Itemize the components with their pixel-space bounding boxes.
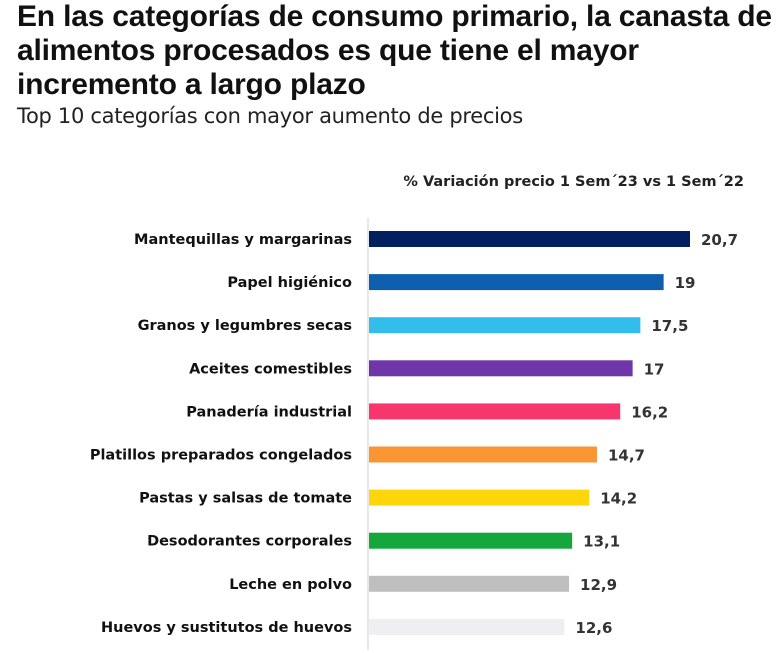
value-label: 16,2 — [631, 403, 668, 421]
category-label: Panadería industrial — [186, 404, 352, 420]
measure-label: % Variación precio 1 Sem´23 vs 1 Sem´22 — [403, 174, 744, 190]
value-label: 17,5 — [651, 317, 688, 335]
value-label: 14,2 — [600, 490, 637, 508]
category-label: Papel higiénico — [227, 275, 352, 291]
bar — [369, 618, 565, 635]
value-label: 12,6 — [575, 619, 612, 637]
value-label: 13,1 — [583, 533, 620, 551]
value-label: 14,7 — [608, 447, 645, 465]
category-label: Leche en polvo — [229, 577, 352, 593]
chart-title: En las categorías de consumo primario, l… — [17, 0, 772, 101]
category-label: Desodorantes corporales — [147, 534, 352, 550]
value-label: 12,9 — [580, 576, 617, 594]
bar — [369, 403, 621, 420]
bar — [369, 489, 590, 506]
bar — [369, 575, 570, 592]
value-label: 17 — [644, 360, 665, 378]
bar — [369, 274, 664, 291]
bar — [369, 360, 633, 377]
bar — [369, 532, 573, 549]
value-label: 20,7 — [701, 231, 738, 249]
category-label: Huevos y sustitutos de huevos — [101, 620, 352, 636]
category-label: Pastas y salsas de tomate — [139, 491, 352, 507]
category-label: Platillos preparados congelados — [90, 448, 352, 464]
value-label: 19 — [675, 274, 696, 292]
bar — [369, 317, 641, 334]
category-label: Aceites comestibles — [189, 361, 352, 377]
category-label: Mantequillas y margarinas — [134, 232, 352, 248]
category-label: Granos y legumbres secas — [138, 318, 352, 334]
bar — [369, 231, 690, 247]
chart-subtitle: Top 10 categorías con mayor aumento de p… — [17, 104, 523, 128]
bar — [369, 446, 597, 463]
